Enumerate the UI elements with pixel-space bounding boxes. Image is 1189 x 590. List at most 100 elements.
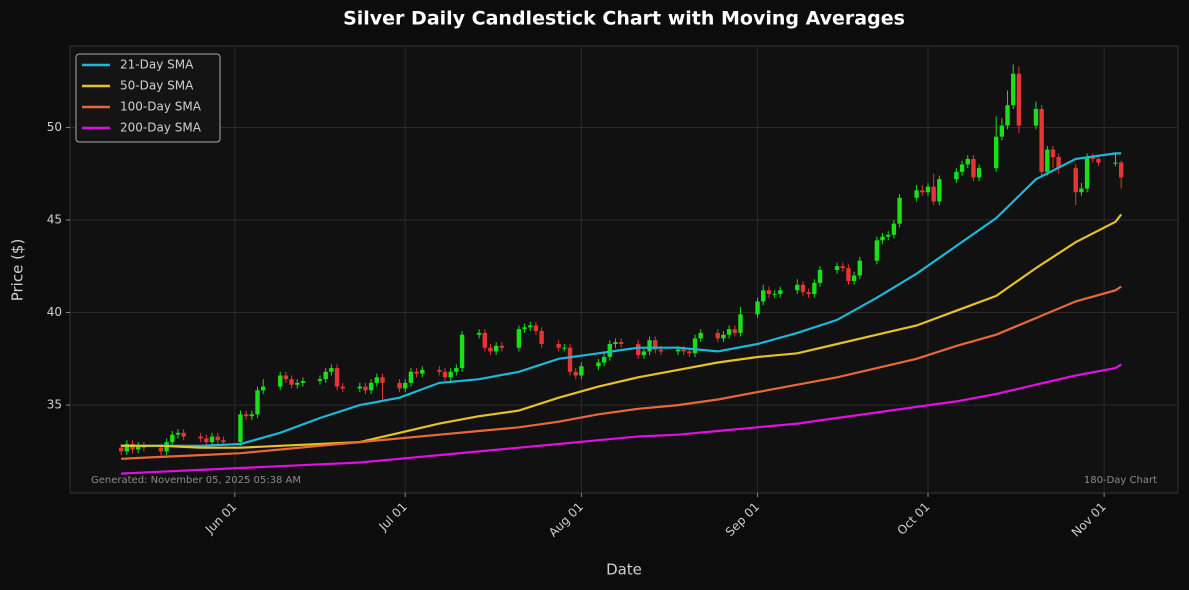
candle-body xyxy=(766,290,772,295)
candle-body xyxy=(124,443,130,452)
legend-label: 50-Day SMA xyxy=(120,79,194,93)
sma-line xyxy=(121,285,1122,460)
candle-body xyxy=(857,260,863,276)
footnote: Generated: November 05, 2025 05:38 AM xyxy=(91,475,301,486)
candle-body xyxy=(249,414,255,417)
candle-body xyxy=(459,334,465,369)
candle-body xyxy=(158,447,164,452)
candle-body xyxy=(170,434,175,443)
candle-body xyxy=(601,356,607,363)
candle-body xyxy=(340,386,345,389)
candle-body xyxy=(715,332,720,339)
candle-body xyxy=(215,436,220,441)
y-tick-label: 45 xyxy=(47,212,62,226)
candle-body xyxy=(1113,162,1118,164)
candle-body xyxy=(260,386,266,391)
candle-body xyxy=(772,294,777,296)
candle-body xyxy=(243,414,249,417)
candle-body xyxy=(641,351,647,356)
candle-body xyxy=(368,382,374,391)
candle-body xyxy=(647,340,652,352)
candle-body xyxy=(295,382,300,385)
x-axis-label: Date xyxy=(606,561,642,579)
legend-label: 100-Day SMA xyxy=(120,100,202,114)
candle-body xyxy=(493,345,499,352)
candle-body xyxy=(357,386,362,389)
candle-body xyxy=(408,371,414,383)
candle-body xyxy=(1011,73,1016,106)
candle-body xyxy=(925,186,931,193)
candle-body xyxy=(522,327,527,330)
candle-body xyxy=(209,436,215,443)
candle-body xyxy=(653,340,658,350)
candle-body xyxy=(999,125,1005,137)
candle-body xyxy=(971,158,976,178)
candle-body xyxy=(420,369,425,374)
candle-body xyxy=(1073,168,1078,193)
candle-body xyxy=(795,284,800,291)
candle-body xyxy=(698,332,703,339)
candle-body xyxy=(732,329,737,333)
candle-body xyxy=(920,190,925,193)
candle-body xyxy=(579,366,584,376)
candle-body xyxy=(476,332,482,335)
candle-body xyxy=(238,414,243,443)
candle-body xyxy=(897,197,902,224)
candle-body xyxy=(937,179,942,202)
candle-body xyxy=(891,223,897,235)
sma-line xyxy=(121,152,1122,447)
candle-body xyxy=(317,379,323,382)
candle-body xyxy=(488,347,493,352)
candle-body xyxy=(1079,188,1084,193)
candle-body xyxy=(175,432,181,435)
candle-body xyxy=(300,381,306,383)
candle-body xyxy=(886,234,891,237)
candle-body xyxy=(556,344,561,348)
candle-body xyxy=(846,268,851,282)
candle-body xyxy=(806,292,811,295)
legend-box xyxy=(75,53,221,143)
candle-body xyxy=(613,342,618,344)
candle-body xyxy=(1016,73,1022,126)
candle-body xyxy=(1090,157,1095,159)
candle-body xyxy=(1005,105,1010,126)
y-axis-label: Price ($) xyxy=(9,239,27,302)
candle-body xyxy=(567,347,573,372)
candle-body xyxy=(334,368,340,387)
y-tick-label: 40 xyxy=(47,305,62,319)
candle-body xyxy=(1118,162,1124,178)
candle-body xyxy=(914,190,919,198)
candle-body xyxy=(874,240,880,261)
candle-body xyxy=(1084,157,1090,189)
candle-body xyxy=(658,349,664,352)
candle-body xyxy=(380,377,385,383)
candle-body xyxy=(539,331,544,344)
candle-body xyxy=(965,158,970,165)
candle-body xyxy=(721,334,726,339)
candle-body xyxy=(596,362,601,367)
sma-line xyxy=(121,213,1123,449)
candle-body xyxy=(403,382,408,389)
candle-body xyxy=(533,325,539,332)
y-tick-label: 50 xyxy=(47,120,62,134)
candle-body xyxy=(573,371,578,376)
candle-body xyxy=(448,371,453,378)
candle-body xyxy=(329,368,334,372)
candle-body xyxy=(607,344,612,357)
candle-body xyxy=(675,349,681,352)
candle-body xyxy=(414,371,419,374)
candle-body xyxy=(135,445,141,450)
candle-body xyxy=(528,325,533,328)
candle-body xyxy=(812,282,817,295)
candle-body xyxy=(181,432,186,437)
candle-body xyxy=(840,266,845,269)
candle-body xyxy=(221,440,226,443)
candle-body xyxy=(1056,157,1061,169)
candle-body xyxy=(482,332,487,348)
candle-body xyxy=(323,371,328,380)
candle-body xyxy=(289,379,294,385)
candle-body xyxy=(761,290,766,302)
candle-body xyxy=(636,344,641,356)
candle-body xyxy=(976,168,982,178)
